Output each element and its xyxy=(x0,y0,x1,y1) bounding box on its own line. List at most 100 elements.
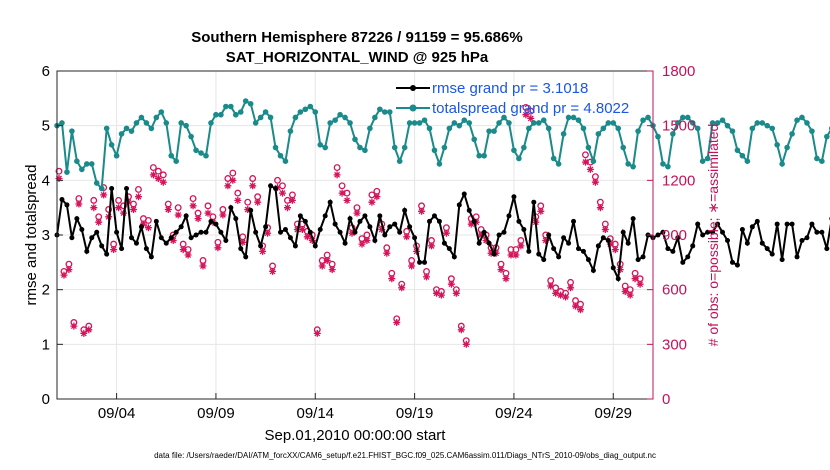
spread-point xyxy=(516,155,522,162)
y-right-tick-label: 1500 xyxy=(662,118,695,135)
rmse-point xyxy=(431,213,437,219)
rmse-point xyxy=(754,218,760,224)
obs-assimilated-point xyxy=(353,209,361,217)
obs-assimilated-point xyxy=(363,237,371,244)
obs-assimilated-point xyxy=(254,198,262,206)
rmse-point xyxy=(297,213,303,219)
rmse-point xyxy=(491,251,497,257)
obs-possible-point xyxy=(234,189,242,197)
obs-assimilated-point xyxy=(403,233,411,241)
spread-point xyxy=(297,109,304,115)
spread-point xyxy=(665,163,671,170)
rmse-point xyxy=(109,186,115,192)
obs-assimilated-point xyxy=(85,326,93,334)
spread-point xyxy=(84,161,90,167)
rmse-point xyxy=(317,227,323,233)
x-tick-label: 09/04 xyxy=(98,405,136,422)
obs-assimilated-point xyxy=(199,262,207,270)
obs-possible-point xyxy=(174,204,182,212)
obs-possible-point xyxy=(333,164,341,172)
obs-assimilated-point xyxy=(383,249,391,257)
rmse-point xyxy=(292,243,298,249)
rmse-point xyxy=(79,227,85,233)
obs-assimilated-point xyxy=(189,202,197,210)
obs-assimilated-point xyxy=(264,229,272,237)
obs-assimilated-point xyxy=(378,226,386,233)
spread-point xyxy=(684,114,691,121)
x-tick-label: 09/24 xyxy=(495,405,533,422)
rmse-point xyxy=(412,235,418,241)
spread-point xyxy=(660,161,666,167)
rmse-point xyxy=(819,229,825,235)
rmse-point xyxy=(273,186,279,192)
rmse-point xyxy=(759,240,765,246)
obs-possible-point xyxy=(274,176,281,184)
obs-assimilated-point xyxy=(586,165,594,173)
obs-assimilated-point xyxy=(482,237,490,244)
rmse-point xyxy=(143,246,149,252)
spread-point xyxy=(242,98,249,104)
spread-point xyxy=(357,144,363,151)
chart-subtitle: SAT_HORIZONTAL_WIND @ 925 hPa xyxy=(226,49,489,66)
rmse-point xyxy=(471,218,477,224)
y-right-axis-label: # of obs: o=possible; ∗=assimilated xyxy=(705,124,721,347)
obs-assimilated-point xyxy=(130,206,137,213)
rmse-point xyxy=(635,257,641,263)
rmse-point xyxy=(238,246,244,252)
rmse-point xyxy=(675,235,681,241)
rmse-point xyxy=(556,254,562,260)
rmse-point xyxy=(595,243,601,249)
rmse-point xyxy=(789,221,795,227)
spread-point xyxy=(138,114,145,121)
rmse-point xyxy=(168,235,174,241)
obs-assimilated-point xyxy=(164,206,172,213)
obs-assimilated-point xyxy=(442,229,450,237)
spread-point xyxy=(69,128,75,134)
obs-assimilated-point xyxy=(423,273,430,281)
spread-point xyxy=(600,125,607,132)
obs-assimilated-point xyxy=(522,111,530,119)
spread-point xyxy=(714,120,721,126)
obs-assimilated-point xyxy=(139,220,147,228)
obs-assimilated-point xyxy=(194,215,202,223)
spread-point xyxy=(506,120,512,126)
spread-point xyxy=(501,114,507,121)
rmse-point xyxy=(551,246,557,252)
spread-point xyxy=(337,111,343,118)
rmse-point xyxy=(774,221,780,227)
spread-point xyxy=(59,120,65,126)
obs-assimilated-point xyxy=(467,220,475,228)
rmse-point xyxy=(59,196,65,202)
spread-point xyxy=(441,144,448,151)
rmse-point xyxy=(114,229,120,235)
obs-possible-point xyxy=(522,103,530,111)
rmse-point xyxy=(660,229,666,235)
obs-assimilated-point xyxy=(174,211,182,219)
obs-assimilated-point xyxy=(636,280,644,288)
rmse-point xyxy=(814,229,820,235)
spread-point xyxy=(819,158,825,164)
rmse-point xyxy=(337,229,343,235)
spread-point xyxy=(555,161,562,167)
rmse-point xyxy=(198,229,204,235)
spread-point xyxy=(670,131,676,137)
obs-possible-point xyxy=(154,167,162,175)
obs-assimilated-point xyxy=(298,226,306,233)
rmse-point xyxy=(451,254,457,260)
rmse-point xyxy=(476,240,482,246)
rmse-point xyxy=(705,229,711,235)
rmse-point xyxy=(342,240,348,246)
rmse-point xyxy=(700,232,706,238)
obs-possible-point xyxy=(149,164,157,172)
legend: rmse grand pr = 3.1018 totalspread grand… xyxy=(396,80,629,117)
spread-point xyxy=(521,144,527,151)
rmse-point xyxy=(481,229,487,235)
spread-point xyxy=(362,147,368,154)
obs-assimilated-point xyxy=(135,193,142,201)
rmse-point xyxy=(89,235,95,241)
rmse-point xyxy=(347,216,353,222)
obs-possible-point xyxy=(582,151,589,159)
rmse-point xyxy=(799,237,805,243)
obs-assimilated-point xyxy=(626,291,634,299)
rmse-point xyxy=(685,254,691,260)
